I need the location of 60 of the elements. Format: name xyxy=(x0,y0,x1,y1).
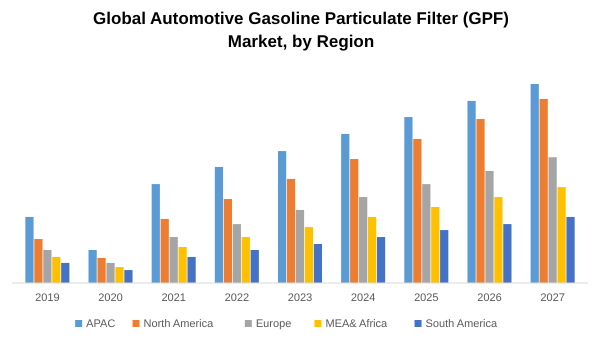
bar xyxy=(34,239,43,283)
bar xyxy=(187,256,196,283)
bar xyxy=(304,227,314,283)
bar xyxy=(97,258,106,283)
legend-label: Europe xyxy=(256,318,292,330)
bar xyxy=(296,210,304,283)
bar xyxy=(467,100,476,283)
chart-title: Global Automotive Gasoline Particulate Filter (GPF) Market, by Region xyxy=(93,9,509,51)
bar xyxy=(476,119,485,283)
bar xyxy=(566,216,575,283)
bar xyxy=(52,256,60,283)
bar xyxy=(350,159,358,283)
bar xyxy=(494,197,503,283)
x-tick-label: 2022 xyxy=(224,292,250,304)
x-tick-label: 2020 xyxy=(98,292,123,304)
bar xyxy=(152,184,160,283)
bar xyxy=(250,250,259,283)
bar xyxy=(242,237,250,283)
bar xyxy=(106,262,115,283)
bar xyxy=(557,187,566,283)
bar xyxy=(278,151,286,283)
bar xyxy=(530,84,539,283)
bar xyxy=(224,199,232,283)
bar xyxy=(422,184,430,283)
bar xyxy=(178,246,187,283)
bar xyxy=(170,237,178,283)
bar xyxy=(548,157,557,283)
bar xyxy=(214,166,224,283)
legend-label: South America xyxy=(426,318,498,330)
x-tick-label: 2024 xyxy=(350,292,376,304)
bar xyxy=(359,197,368,283)
legend-label: North America xyxy=(144,318,214,330)
bar xyxy=(503,224,512,283)
bar xyxy=(160,218,169,283)
bar xyxy=(232,224,241,283)
x-tick-label: 2027 xyxy=(540,292,565,304)
bar xyxy=(368,216,376,283)
bar xyxy=(540,98,548,283)
x-tick-label: 2023 xyxy=(288,292,312,304)
bar xyxy=(88,250,97,283)
bar xyxy=(485,170,494,283)
x-tick-label: 2025 xyxy=(414,292,439,304)
bar xyxy=(431,206,440,283)
legend-label: APAC xyxy=(86,318,116,330)
bar xyxy=(376,237,386,283)
bar xyxy=(124,270,133,283)
legend-label: MEA& Africa xyxy=(325,318,388,330)
bar xyxy=(115,267,124,283)
bar xyxy=(341,134,350,283)
bar xyxy=(25,216,34,283)
bar xyxy=(61,262,70,283)
x-tick-label: 2021 xyxy=(161,292,186,304)
x-tick-label: 2019 xyxy=(35,292,60,304)
x-tick-label: 2026 xyxy=(477,292,502,304)
bar xyxy=(413,138,422,283)
bar xyxy=(43,250,52,283)
bar xyxy=(314,244,322,283)
bar xyxy=(404,117,413,283)
bar xyxy=(440,230,448,283)
bar xyxy=(286,178,296,283)
